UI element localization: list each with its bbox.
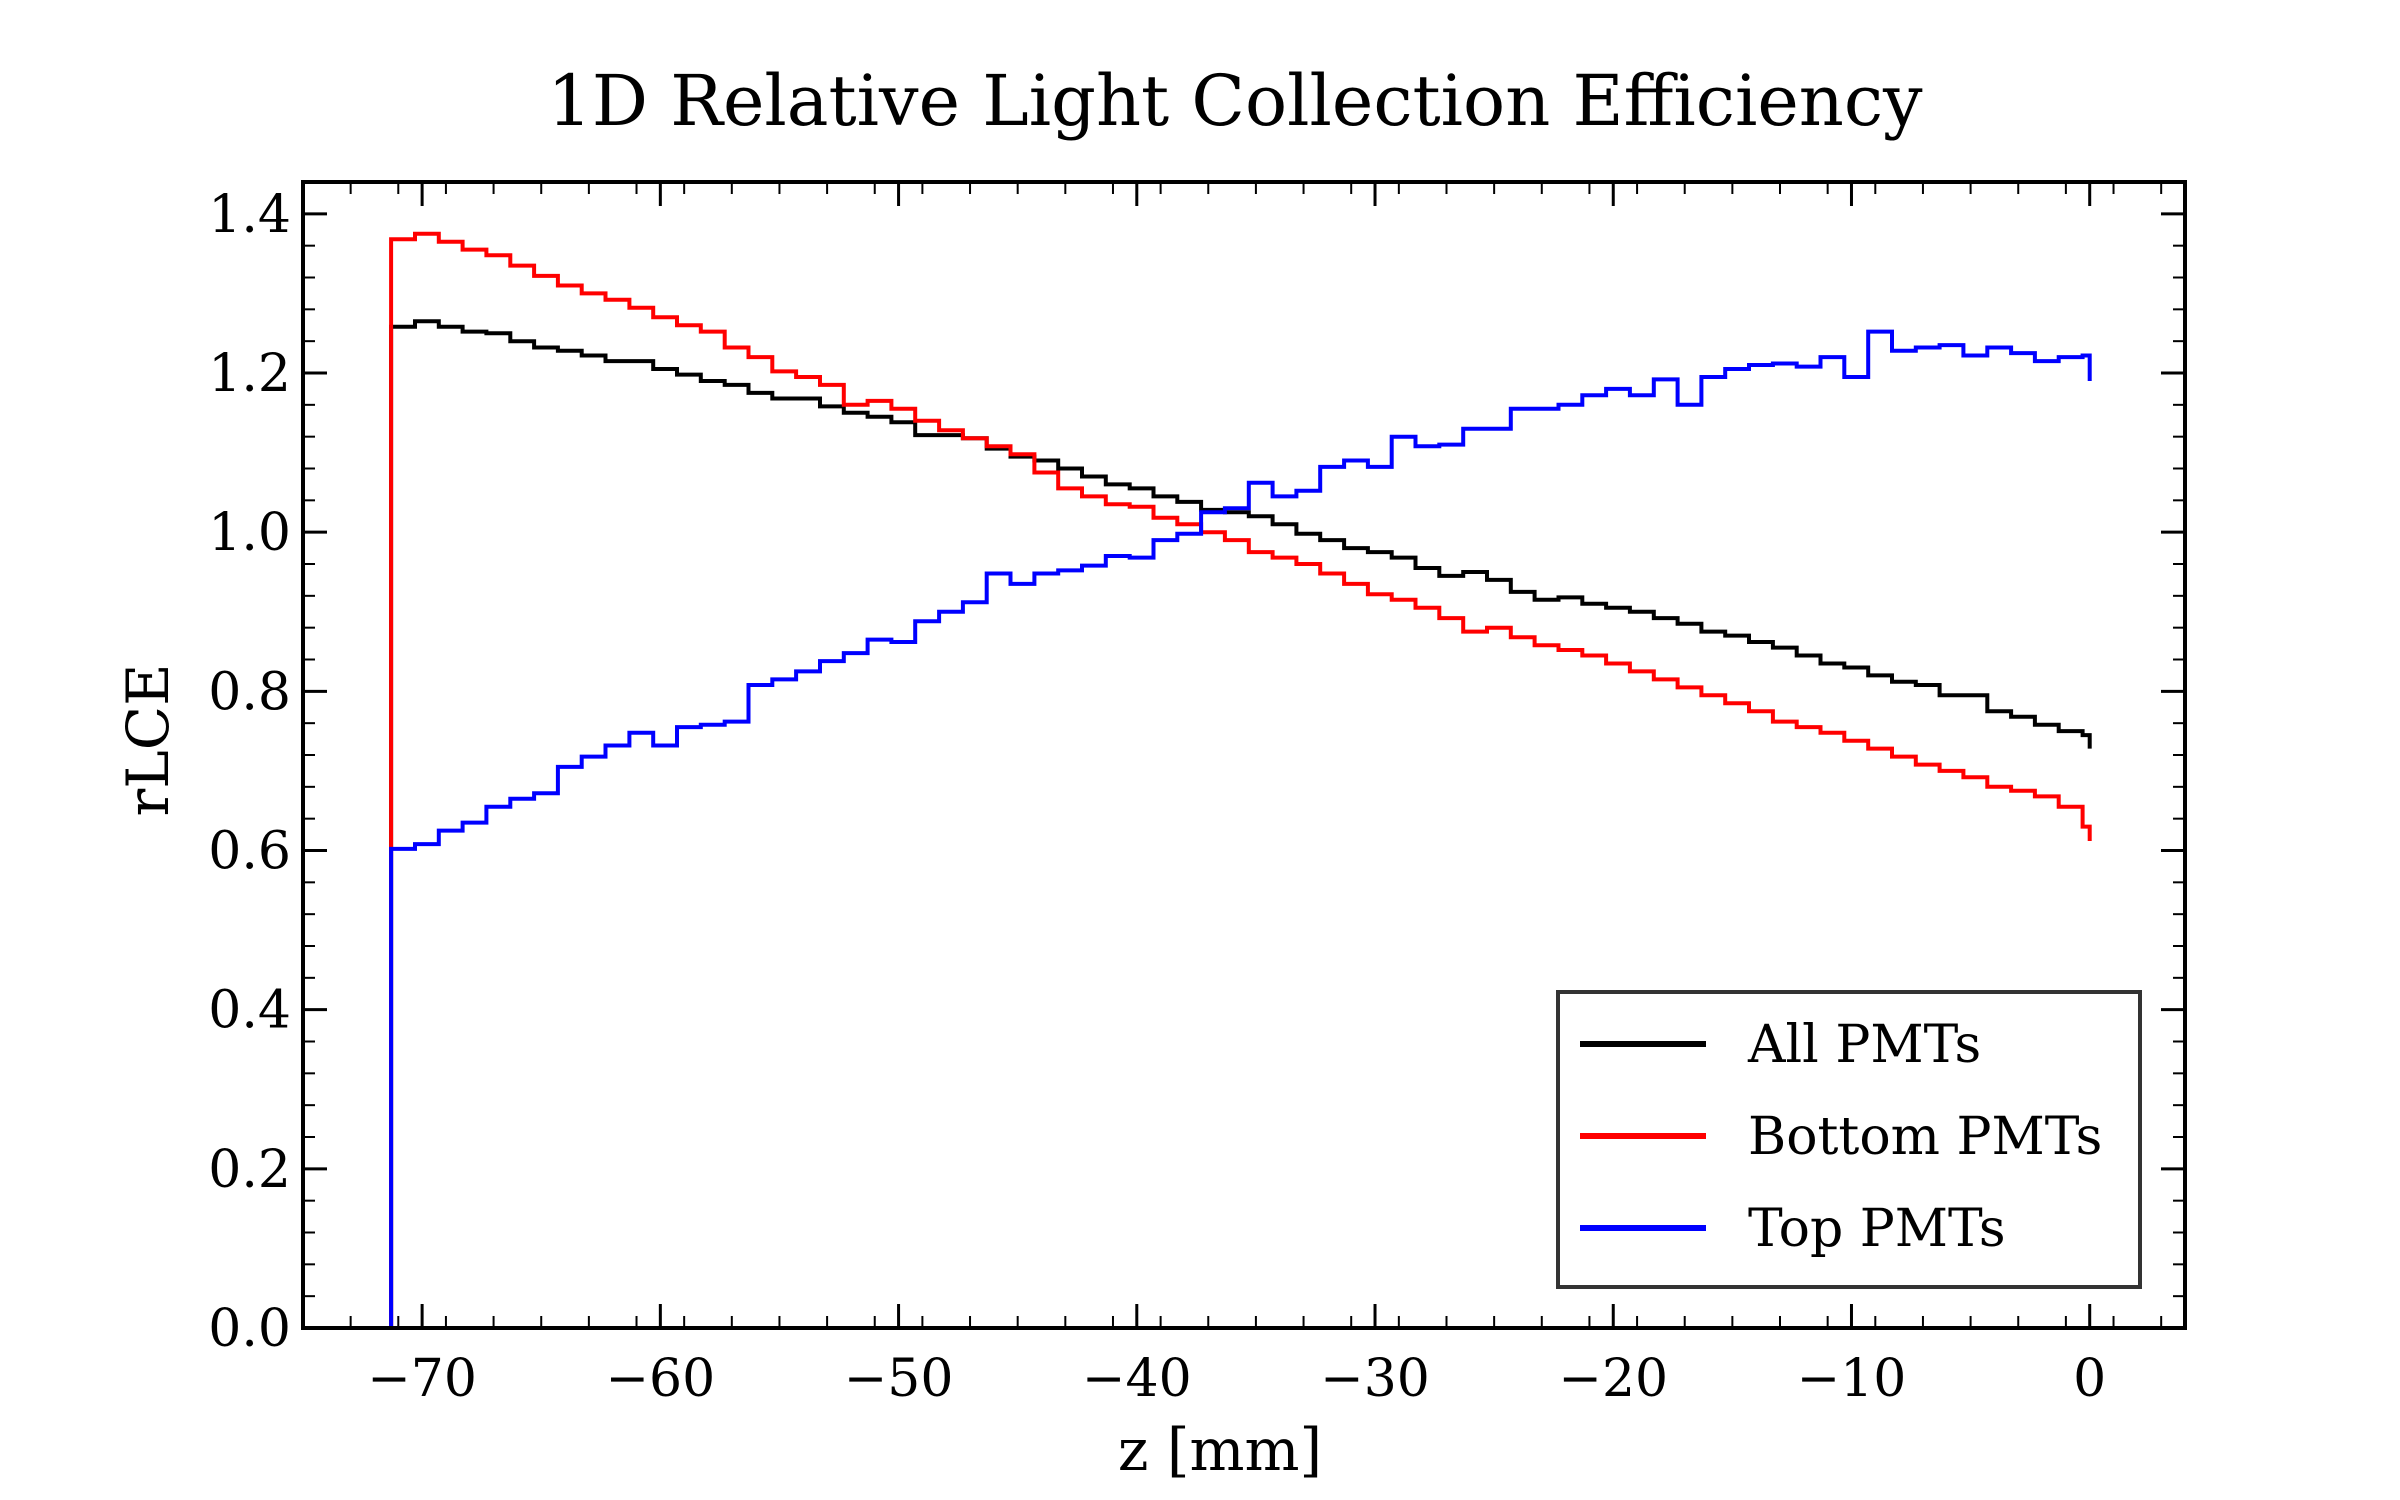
y-tick-label: 0.0 — [208, 1299, 291, 1359]
y-tick-label: 0.8 — [208, 662, 291, 722]
y-tick-label: 0.6 — [208, 822, 291, 882]
series-line-bottom-pmts — [389, 231, 2092, 1328]
plot-frame — [301, 180, 2187, 1330]
legend-label: Top PMTs — [1748, 1199, 2006, 1259]
series-line-all-pmts — [389, 319, 2092, 1328]
y-tick-label: 0.4 — [208, 981, 291, 1041]
x-tick-label: −60 — [605, 1349, 715, 1409]
x-tick-label: 0 — [2073, 1349, 2106, 1409]
x-tick-label: −30 — [1320, 1349, 1430, 1409]
plot-area: −70 −60 −50 −40 −30 −20 −10 0 0.0 0.2 0.4 0.6 0.8 1.0… — [208, 180, 2187, 1409]
legend: All PMTs Bottom PMTs Top PMTs — [1556, 990, 2142, 1289]
legend-label: All PMTs — [1747, 1015, 1981, 1075]
chart-title: 1D Relative Light Collection Efficiency — [547, 60, 1923, 142]
x-tick-label: −40 — [1082, 1349, 1192, 1409]
y-axis-label: rLCE — [114, 664, 182, 817]
y-tick-label: 1.4 — [208, 185, 291, 245]
x-axis-label: z [mm] — [1118, 1416, 1322, 1484]
y-tick-label: 1.0 — [208, 503, 291, 563]
x-tick-label: −70 — [367, 1349, 477, 1409]
x-tick-label: −50 — [844, 1349, 954, 1409]
x-tick-label: −10 — [1797, 1349, 1907, 1409]
series-line-top-pmts — [389, 329, 2092, 1328]
y-tick-label: 0.2 — [208, 1140, 291, 1200]
y-tick-label: 1.2 — [208, 344, 291, 404]
legend-label: Bottom PMTs — [1748, 1107, 2102, 1167]
x-tick-label: −20 — [1558, 1349, 1668, 1409]
